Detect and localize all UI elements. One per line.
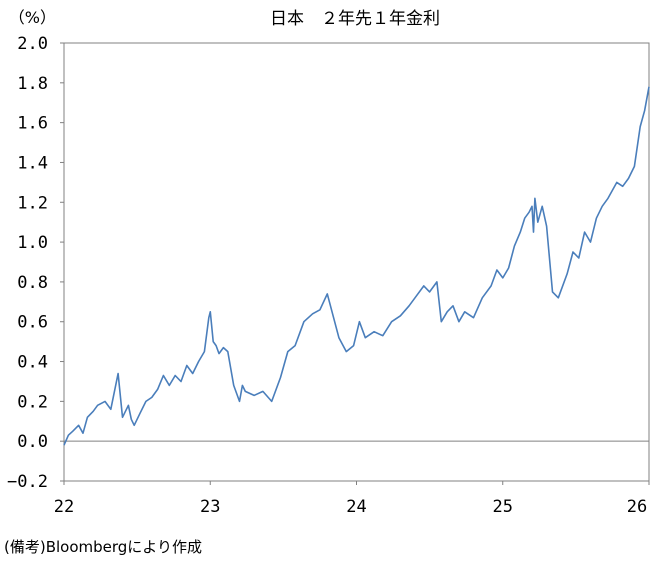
y-tick-label: 0.0 — [17, 432, 48, 452]
chart-title: 日本 ２年先１年金利 — [270, 9, 440, 29]
y-tick-label: 1.8 — [17, 74, 48, 94]
y-tick-label: 1.6 — [17, 114, 48, 134]
x-tick-label: 25 — [493, 497, 513, 517]
x-tick-label: 23 — [200, 497, 220, 517]
y-axis-unit-label: （%） — [9, 8, 56, 27]
source-note: (備考)Bloombergにより作成 — [4, 538, 203, 556]
y-tick-label: 0.4 — [17, 353, 48, 373]
y-tick-label: 0.6 — [17, 313, 48, 333]
series-line — [63, 86, 650, 446]
y-tick-label: 2.0 — [17, 34, 48, 54]
x-tick-label: 24 — [346, 497, 366, 517]
y-axis-ticks: 2.0 1.8 1.6 1.4 1.2 1.0 0.8 0.6 0.4 0.2 0.0 −0.2 — [7, 34, 64, 492]
x-axis-ticks: 22 23 24 25 26 — [54, 481, 650, 517]
plot-area — [63, 42, 650, 482]
y-tick-label: 0.8 — [17, 273, 48, 293]
y-tick-label: 1.4 — [17, 153, 48, 173]
y-tick-label: 0.2 — [17, 392, 48, 412]
x-tick-label: 26 — [627, 497, 647, 517]
x-tick-label: 22 — [54, 497, 74, 517]
y-tick-label: 1.0 — [17, 233, 48, 253]
y-tick-label: 1.2 — [17, 193, 48, 213]
y-tick-label: −0.2 — [7, 472, 48, 492]
